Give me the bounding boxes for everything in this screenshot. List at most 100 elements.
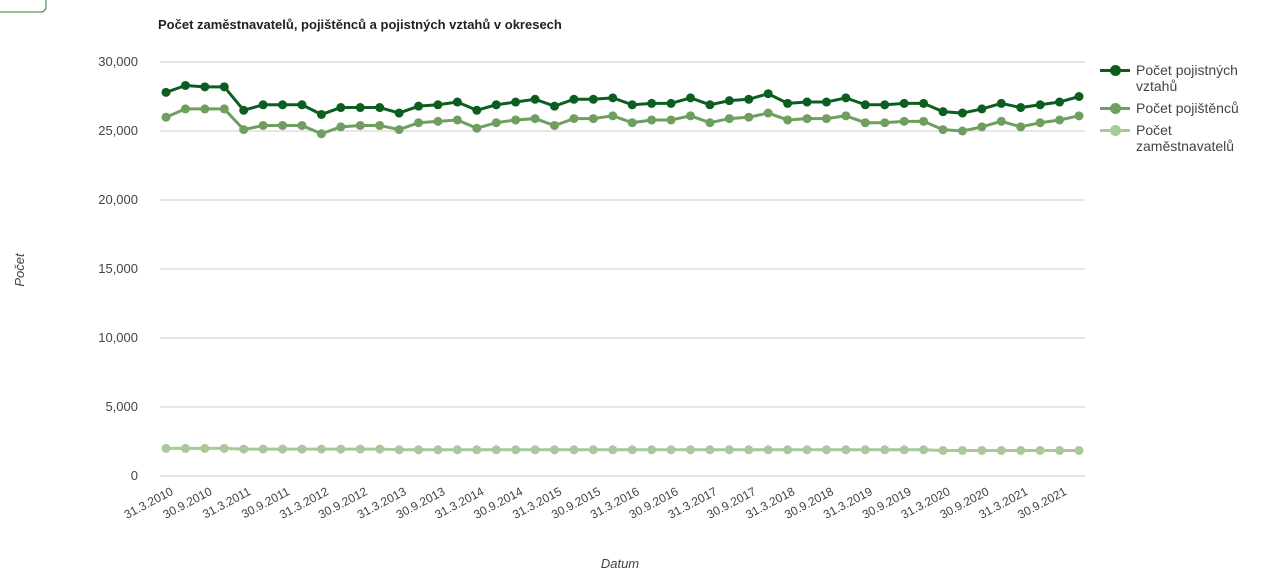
point [783, 115, 793, 125]
point [355, 103, 365, 113]
point [1035, 445, 1045, 455]
point [1055, 115, 1065, 125]
point [491, 100, 501, 110]
point [433, 100, 443, 110]
y-tick-label: 10,000 [98, 330, 138, 345]
point [414, 445, 424, 455]
chart-title: Počet zaměstnavatelů, pojištěnců a pojis… [158, 17, 562, 32]
legend-item[interactable]: Počet pojištěnců [1100, 100, 1264, 116]
y-tick-label: 20,000 [98, 192, 138, 207]
point [161, 87, 171, 97]
point [705, 100, 715, 110]
point [744, 112, 754, 122]
point [627, 445, 637, 455]
point [744, 445, 754, 455]
point [491, 118, 501, 128]
point [433, 445, 443, 455]
point [472, 105, 482, 115]
legend-swatch [1100, 100, 1130, 114]
point [880, 445, 890, 455]
point [161, 112, 171, 122]
point [550, 101, 560, 111]
point [763, 445, 773, 455]
point [608, 445, 618, 455]
point [530, 445, 540, 455]
point [200, 104, 210, 114]
legend-label: Počet zaměstnavatelů [1136, 122, 1235, 154]
point [919, 445, 929, 455]
point [394, 125, 404, 135]
point [666, 98, 676, 108]
point [899, 116, 909, 126]
point [530, 114, 540, 124]
point [258, 120, 268, 130]
legend-item[interactable]: Počet pojistných vztahů [1100, 62, 1264, 94]
legend-swatch [1100, 122, 1130, 136]
point [608, 93, 618, 103]
point [491, 445, 501, 455]
point [647, 445, 657, 455]
point [841, 445, 851, 455]
point [278, 100, 288, 110]
point [414, 101, 424, 111]
point [763, 108, 773, 118]
point [1016, 445, 1026, 455]
point [258, 100, 268, 110]
point [860, 445, 870, 455]
point [802, 114, 812, 124]
point [297, 100, 307, 110]
point [200, 82, 210, 92]
point [239, 125, 249, 135]
point [744, 94, 754, 104]
button-edge[interactable] [0, 0, 47, 13]
point [957, 108, 967, 118]
point [239, 105, 249, 115]
point [860, 118, 870, 128]
point [452, 445, 462, 455]
point [336, 103, 346, 113]
legend-label: Počet pojistných vztahů [1136, 62, 1238, 94]
y-tick-label: 15,000 [98, 261, 138, 276]
point [996, 116, 1006, 126]
point [414, 118, 424, 128]
y-tick-label: 5,000 [105, 399, 138, 414]
point [569, 445, 579, 455]
point [180, 80, 190, 90]
y-tick-label: 25,000 [98, 123, 138, 138]
point [996, 98, 1006, 108]
point [821, 445, 831, 455]
point [724, 96, 734, 106]
point [569, 114, 579, 124]
point [705, 118, 715, 128]
point [316, 129, 326, 139]
point [685, 93, 695, 103]
legend-item[interactable]: Počet zaměstnavatelů [1100, 122, 1264, 154]
point [511, 445, 521, 455]
point [841, 111, 851, 121]
point [336, 444, 346, 454]
point [1074, 92, 1084, 101]
point [821, 97, 831, 107]
point [996, 445, 1006, 455]
point [394, 445, 404, 455]
point [841, 93, 851, 103]
point [278, 120, 288, 130]
point [763, 89, 773, 99]
point [666, 115, 676, 125]
point [666, 445, 676, 455]
point [219, 104, 229, 114]
point [394, 108, 404, 118]
point [278, 444, 288, 454]
point [1016, 103, 1026, 113]
point [336, 122, 346, 132]
legend: Počet pojistných vztahů Počet pojištěnců P… [1100, 62, 1264, 160]
point [783, 98, 793, 108]
point [258, 444, 268, 454]
point [511, 97, 521, 107]
point [627, 100, 637, 110]
point [821, 114, 831, 124]
point [472, 123, 482, 133]
point [239, 444, 249, 454]
point [588, 445, 598, 455]
